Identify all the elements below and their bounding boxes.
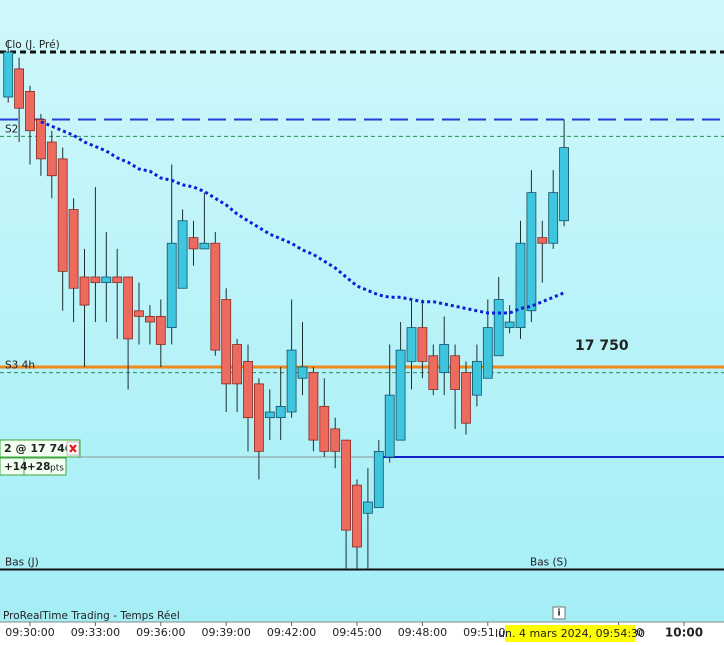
candle-body — [352, 484, 362, 548]
candle-body — [319, 405, 330, 452]
level-label: Clo (J. Pré) — [5, 39, 60, 51]
candle-body — [373, 450, 384, 509]
x-tick-label: 09:51:00 — [463, 626, 512, 639]
candle-body — [275, 405, 286, 419]
candle-body — [243, 360, 253, 419]
x-tick-label: 09:39:00 — [201, 626, 250, 639]
candle-body — [461, 372, 471, 424]
candle-body — [68, 209, 79, 289]
candle-body — [25, 90, 35, 132]
candle-body — [264, 411, 275, 419]
candle-body — [471, 360, 482, 396]
close-icon — [69, 444, 77, 453]
x-tick-label: 09:45:00 — [332, 626, 381, 639]
candle-body — [79, 276, 90, 306]
moving-average — [40, 120, 565, 315]
candle-body — [395, 349, 406, 441]
candle-body — [221, 299, 232, 385]
candle-body — [362, 501, 373, 514]
x-tick-label: 09:30:00 — [5, 626, 54, 639]
candle-body — [439, 344, 450, 374]
candle-body — [210, 242, 221, 351]
candle-body — [330, 428, 341, 452]
candle-body — [548, 192, 559, 244]
candle-body — [3, 51, 14, 98]
candle-body — [559, 147, 569, 222]
candle-body — [286, 349, 297, 413]
candle-body — [123, 276, 133, 340]
position-label: 2 @ 17 746 — [4, 442, 73, 455]
candle-body — [90, 276, 101, 284]
x-tick-label: 10:00 — [665, 626, 703, 640]
candle-body — [144, 315, 155, 323]
candle-body — [428, 355, 439, 390]
candle-body — [406, 327, 417, 362]
candle-body — [308, 372, 319, 441]
source-label: ProRealTime Trading - Temps Réel — [3, 610, 180, 622]
candle-body — [384, 394, 395, 458]
candle-body — [537, 237, 548, 244]
gain-value: +14 — [4, 461, 27, 473]
candle-body — [526, 192, 537, 312]
position-box — [0, 439, 81, 458]
gain-unit: pts — [50, 464, 64, 474]
candle-body — [112, 276, 123, 284]
gain-points: +28 — [27, 461, 50, 473]
x-tick-label: 09:48:00 — [398, 626, 447, 639]
candle-body — [36, 119, 46, 160]
candle-body — [450, 355, 461, 390]
plot-background — [0, 0, 724, 622]
candle-body — [341, 439, 352, 531]
candle-body — [57, 158, 68, 272]
info-icon[interactable] — [552, 606, 566, 620]
candle-body — [46, 141, 57, 177]
level-label: S2 — [5, 123, 18, 135]
candle-body — [188, 237, 199, 250]
candle-body — [232, 344, 243, 385]
crosshair-box — [505, 625, 635, 642]
candle-body — [166, 242, 177, 329]
x-tick-label: 09:42:00 — [267, 626, 316, 639]
level-label: Bas (S) — [530, 557, 567, 569]
candle-body — [101, 276, 112, 284]
candle-body — [482, 327, 493, 379]
candle-body — [155, 315, 166, 345]
gain-box — [0, 457, 67, 476]
candle-body — [177, 220, 188, 289]
candle-body — [493, 299, 504, 357]
level-label: Bas (J) — [5, 557, 39, 569]
candle-body — [515, 242, 526, 329]
info-icon-glyph: i — [557, 609, 560, 619]
x-tick-label: 09:33:00 — [71, 626, 120, 639]
level-value-label: 17 750 — [575, 338, 629, 354]
candle-body — [134, 310, 144, 317]
level-label: S3 4h — [5, 360, 35, 372]
crosshair-label: lun. 4 mars 2024, 09:54:30 — [495, 627, 645, 640]
candle-body — [253, 383, 264, 452]
candle-body — [504, 321, 515, 329]
candle-body — [297, 366, 308, 379]
candle-body — [199, 242, 210, 250]
candle-body — [14, 68, 25, 109]
x-tick-label: 09:36:00 — [136, 626, 185, 639]
candle-body — [417, 327, 428, 362]
